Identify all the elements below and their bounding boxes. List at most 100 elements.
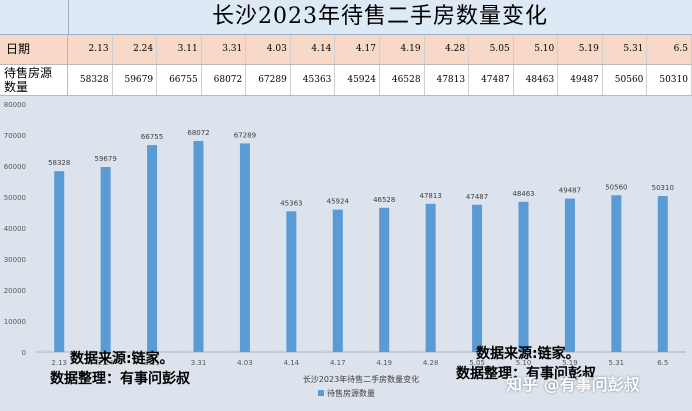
- data-label: 58328: [48, 159, 70, 167]
- x-tick-label: 5.10: [516, 359, 532, 367]
- bar-stub: [550, 350, 561, 352]
- count-cell[interactable]: 50310: [647, 65, 692, 95]
- count-cell[interactable]: 68072: [202, 65, 247, 95]
- source-note-line: 数据来源:链家。: [476, 346, 580, 362]
- date-cell[interactable]: 5.10: [514, 35, 559, 64]
- source-note-left: 数据来源:链家。 数据整理：有事问彭叔: [50, 349, 190, 389]
- count-header[interactable]: 待售房源数量: [0, 65, 68, 95]
- bar: [332, 209, 343, 352]
- count-cell[interactable]: 67289: [246, 65, 291, 95]
- bar-stub: [40, 350, 51, 352]
- bar-chart-svg: 0 10000 20000 30000 40000 50000 60000 70000 8000…: [4, 101, 686, 398]
- x-tick-label: 4.14: [284, 359, 300, 367]
- date-cell[interactable]: 5.19: [558, 35, 603, 64]
- bar-stub: [597, 350, 608, 352]
- data-label: 66755: [141, 133, 163, 141]
- data-label: 59679: [95, 155, 117, 163]
- count-cell[interactable]: 59679: [113, 65, 158, 95]
- organizer-note-line: 数据整理：有事问彭叔: [456, 366, 596, 382]
- bar-stub: [411, 350, 422, 352]
- bar-stub: [133, 350, 144, 352]
- data-label: 47487: [466, 193, 488, 201]
- count-cell[interactable]: 45924: [335, 65, 380, 95]
- x-tick-label: 4.28: [423, 359, 439, 367]
- bar-stub: [504, 350, 515, 352]
- date-cell[interactable]: 3.11: [157, 35, 202, 64]
- bar: [657, 196, 668, 352]
- bar: [193, 140, 204, 352]
- date-cell[interactable]: 5.05: [469, 35, 514, 64]
- bar: [239, 143, 250, 352]
- x-tick-label: 3.11: [144, 359, 160, 367]
- x-tick-label: 4.19: [376, 359, 392, 367]
- x-tick-label: 4.03: [237, 359, 253, 367]
- date-cell[interactable]: 4.28: [425, 35, 470, 64]
- source-note-right: 数据来源:链家。 数据整理：有事问彭叔: [456, 344, 596, 384]
- bar: [564, 198, 575, 352]
- x-tick-label: 3.31: [191, 359, 207, 367]
- y-tick-label: 0: [22, 349, 26, 357]
- x-tick-label: 2.13: [51, 359, 67, 367]
- title-row: 长沙2023年待售二手房数量变化: [0, 0, 692, 35]
- date-cell[interactable]: 4.17: [335, 35, 380, 64]
- x-tick-label: 4.17: [330, 359, 346, 367]
- count-cell[interactable]: 48463: [514, 65, 559, 95]
- count-cell[interactable]: 50560: [603, 65, 648, 95]
- legend-swatch: [318, 390, 324, 396]
- count-cell[interactable]: 45363: [291, 65, 336, 95]
- date-cell[interactable]: 2.13: [68, 35, 113, 64]
- y-tick-label: 20000: [4, 287, 26, 295]
- date-cell[interactable]: 3.31: [202, 35, 247, 64]
- date-cell[interactable]: 6.5: [647, 35, 692, 64]
- bar-stub: [458, 350, 469, 352]
- y-tick-label: 50000: [4, 194, 26, 202]
- date-cell[interactable]: 5.31: [603, 35, 648, 64]
- bar-chart[interactable]: 0 10000 20000 30000 40000 50000 60000 70000 8000…: [0, 96, 692, 411]
- data-label: 67289: [234, 131, 256, 139]
- x-tick-label: 5.19: [562, 359, 578, 367]
- data-label: 48463: [512, 190, 534, 198]
- y-tick-label: 60000: [4, 163, 26, 171]
- count-cell[interactable]: 47487: [469, 65, 514, 95]
- bar: [54, 171, 65, 352]
- bar: [147, 145, 158, 352]
- x-tick-label: 5.31: [609, 359, 625, 367]
- data-table: 日期 2.13 2.24 3.11 3.31 4.03 4.14 4.17 4.19 4.28 5…: [0, 35, 692, 96]
- bar-stub: [365, 350, 376, 352]
- date-row: 日期 2.13 2.24 3.11 3.31 4.03 4.14 4.17 4.19 4.28 5…: [0, 35, 692, 65]
- y-tick-label: 30000: [4, 256, 26, 264]
- count-cell[interactable]: 46528: [380, 65, 425, 95]
- data-label: 46528: [373, 196, 395, 204]
- bar-stub: [272, 350, 283, 352]
- x-tick-label: 5.05: [469, 359, 485, 367]
- date-cell[interactable]: 2.24: [113, 35, 158, 64]
- date-cell[interactable]: 4.14: [291, 35, 336, 64]
- date-cell[interactable]: 4.03: [246, 35, 291, 64]
- count-cell[interactable]: 66755: [157, 65, 202, 95]
- bar: [472, 204, 483, 352]
- count-cell[interactable]: 47813: [425, 65, 470, 95]
- x-tick-label: 6.5: [657, 359, 668, 367]
- count-cell[interactable]: 58328: [68, 65, 113, 95]
- data-label: 45924: [327, 198, 350, 206]
- bar-stub: [643, 350, 654, 352]
- legend-label: 待售房源数量: [327, 388, 375, 398]
- data-label: 49487: [559, 187, 581, 195]
- x-axis-title: 长沙2023年待售二手房数量变化: [303, 374, 419, 384]
- data-label: 47813: [420, 192, 442, 200]
- y-tick-label: 40000: [4, 225, 26, 233]
- source-note-line: 数据来源:链家。: [70, 351, 174, 367]
- data-label: 45363: [280, 199, 302, 207]
- date-cell[interactable]: 4.19: [380, 35, 425, 64]
- title-gutter: [0, 0, 69, 34]
- count-row: 待售房源数量 58328 59679 66755 68072 67289 45363 459…: [0, 65, 692, 96]
- count-cell[interactable]: 49487: [558, 65, 603, 95]
- bar: [286, 211, 297, 352]
- bar-stub: [225, 350, 236, 352]
- bar: [425, 203, 436, 352]
- y-tick-label: 70000: [4, 132, 26, 140]
- bar: [100, 166, 111, 352]
- sheet-title: 长沙2023年待售二手房数量变化: [212, 4, 548, 29]
- date-header[interactable]: 日期: [0, 35, 68, 64]
- bar: [518, 201, 529, 352]
